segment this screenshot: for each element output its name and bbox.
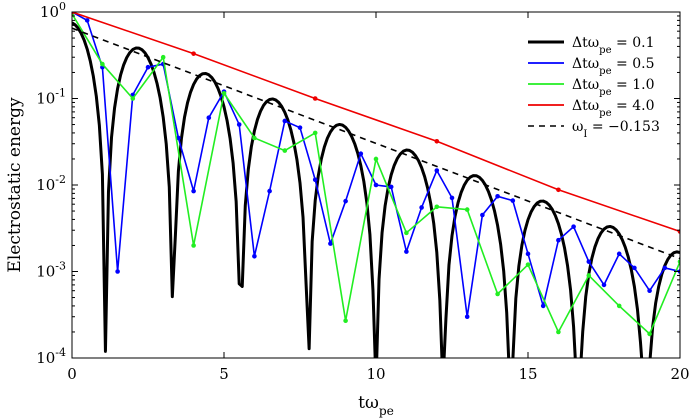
y-tick-label-4: 10-4 bbox=[36, 346, 66, 367]
x-tick-label-0: 0 bbox=[67, 365, 77, 383]
series-1-point-8 bbox=[191, 188, 196, 194]
series-1-point-18 bbox=[343, 198, 348, 204]
x-tick-label-1: 5 bbox=[219, 365, 229, 383]
ticks-layer: 0 5 10 15 20 100 10-1 10-2 10-3 10-4 bbox=[36, 0, 689, 383]
series-2-point-14 bbox=[495, 291, 500, 297]
series-1-point-13 bbox=[267, 188, 272, 194]
series-3-point-3 bbox=[434, 139, 440, 144]
series-1-point-15 bbox=[297, 125, 303, 130]
series-3-point-1 bbox=[191, 51, 196, 56]
series-3-point-2 bbox=[312, 96, 318, 101]
series-line-0 bbox=[72, 21, 680, 358]
series-1-point-14 bbox=[282, 118, 288, 124]
legend-label-0: Δtωpe = 0.1 bbox=[572, 35, 654, 56]
legend-label-4: ωI = −0.153 bbox=[572, 119, 660, 140]
series-1-point-12 bbox=[252, 253, 257, 259]
y-axis-label: Electrostatic energy bbox=[5, 97, 25, 273]
series-2-point-12 bbox=[434, 204, 440, 210]
series-2-point-16 bbox=[556, 329, 561, 335]
series-2-point-15 bbox=[525, 262, 531, 267]
y-tick-label-2: 10-2 bbox=[36, 173, 66, 194]
series-1-point-28 bbox=[495, 194, 500, 199]
series-1-point-38 bbox=[647, 288, 652, 293]
series-1-point-29 bbox=[510, 198, 516, 203]
series-1-point-25 bbox=[449, 195, 455, 201]
x-axis-label: tωpe bbox=[358, 393, 394, 418]
series-line-3 bbox=[72, 12, 680, 233]
series-1-point-3 bbox=[115, 269, 120, 274]
series-2-point-5 bbox=[221, 90, 227, 96]
series-1-point-24 bbox=[434, 168, 440, 173]
x-tick-label-4: 20 bbox=[670, 365, 689, 383]
series-1-point-34 bbox=[586, 259, 592, 264]
series-2-point-9 bbox=[343, 318, 348, 323]
series-1-point-36 bbox=[616, 251, 622, 257]
series-line-4 bbox=[72, 27, 680, 260]
series-2-point-7 bbox=[282, 148, 288, 153]
series-2-point-3 bbox=[160, 54, 166, 60]
series-1-point-11 bbox=[236, 122, 242, 127]
series-2-point-4 bbox=[191, 243, 196, 248]
series-2-point-8 bbox=[312, 130, 318, 136]
series-1-point-39 bbox=[662, 265, 668, 271]
series-2-point-18 bbox=[616, 303, 622, 309]
series-1-point-23 bbox=[419, 205, 424, 210]
y-tick-label-3: 10-3 bbox=[36, 260, 66, 281]
series-1-point-33 bbox=[571, 224, 576, 229]
legend-label-3: Δtωpe = 4.0 bbox=[572, 98, 654, 119]
series-2-point-19 bbox=[647, 331, 652, 337]
series-1-point-19 bbox=[358, 151, 364, 157]
series-1-point-20 bbox=[373, 182, 379, 188]
series-2-point-1 bbox=[100, 61, 105, 67]
series-1-point-27 bbox=[480, 212, 485, 218]
series-1-point-7 bbox=[176, 135, 181, 141]
series-1-point-1 bbox=[84, 18, 90, 23]
series-1-point-31 bbox=[540, 303, 546, 309]
series-1-point-26 bbox=[464, 314, 470, 320]
series-2-point-2 bbox=[130, 96, 136, 101]
series-2-point-13 bbox=[464, 207, 470, 212]
legend-label-1: Δtωpe = 0.5 bbox=[572, 56, 654, 77]
series-3-point-0 bbox=[72, 12, 75, 15]
series-2-point-20 bbox=[677, 259, 680, 264]
y-tick-label-0: 100 bbox=[40, 0, 66, 21]
series-1-point-30 bbox=[525, 251, 531, 257]
series-1-point-9 bbox=[206, 115, 212, 120]
series-1-point-16 bbox=[312, 177, 318, 183]
x-tick-label-2: 10 bbox=[366, 365, 385, 383]
series-2-point-6 bbox=[252, 135, 257, 141]
legend-label-2: Δtωpe = 1.0 bbox=[572, 77, 654, 98]
series-3-point-4 bbox=[556, 187, 561, 193]
series-1-point-35 bbox=[601, 282, 607, 288]
series-1-point-22 bbox=[404, 249, 409, 254]
series-1-point-17 bbox=[328, 241, 333, 246]
y-tick-label-1: 10-1 bbox=[36, 87, 66, 108]
series-2-point-17 bbox=[586, 273, 592, 278]
series-1-point-37 bbox=[632, 265, 637, 271]
series-2-point-11 bbox=[404, 230, 409, 236]
series-1-point-21 bbox=[388, 184, 394, 190]
series-layer bbox=[72, 12, 680, 358]
x-tick-label-3: 15 bbox=[518, 365, 537, 383]
series-2-point-10 bbox=[373, 156, 379, 162]
series-1-point-5 bbox=[145, 64, 151, 70]
series-1-point-32 bbox=[556, 237, 561, 243]
